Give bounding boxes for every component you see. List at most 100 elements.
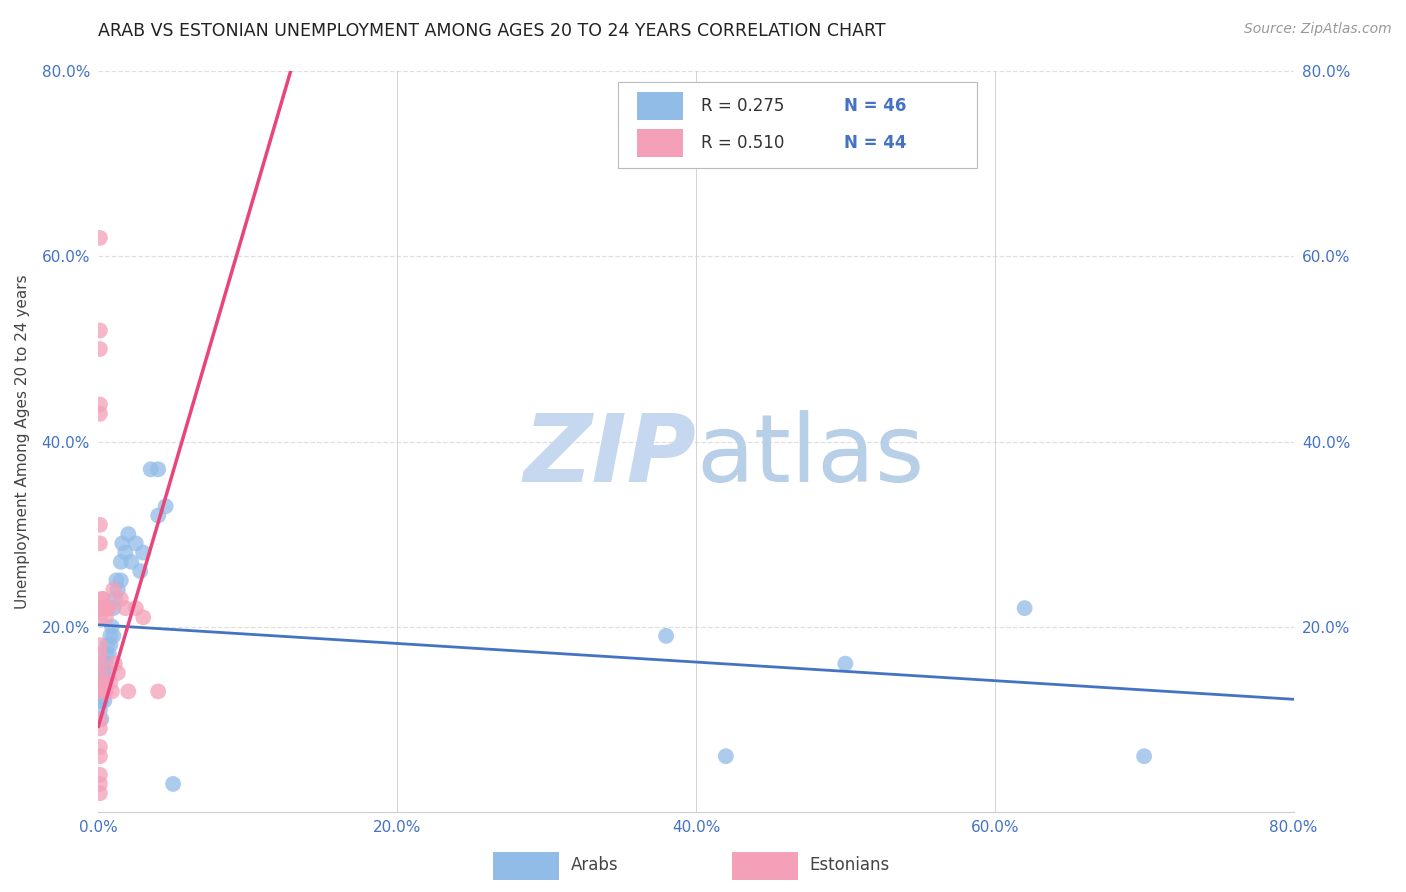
Point [89,767,111,781]
Point [89,786,111,800]
Point [90,665,112,680]
Point [104,591,127,606]
Text: Arabs: Arabs [571,856,619,874]
Point [117,684,139,698]
Point [107,582,129,597]
Text: N = 44: N = 44 [844,134,907,153]
Point [97,648,120,662]
Point [89,657,111,671]
Point [103,582,125,597]
Point [94,675,117,690]
Bar [619,82,977,168]
Point [89,694,111,708]
Point [132,545,155,560]
Point [89,517,111,532]
Point [90,694,112,708]
Point [1014,601,1036,615]
Text: N = 46: N = 46 [844,97,907,115]
Point [1133,749,1156,764]
Point [89,536,111,550]
Bar [733,852,797,880]
Point [100,629,122,643]
Point [89,610,111,624]
Point [89,342,111,356]
Point [129,564,152,578]
Point [114,601,136,615]
Point [94,601,117,615]
Point [655,629,678,643]
Bar [637,129,683,157]
Point [91,665,114,680]
Text: R = 0.510: R = 0.510 [700,134,785,153]
Point [89,324,111,338]
Point [120,555,142,569]
Point [89,749,111,764]
Point [89,231,111,245]
Point [96,638,118,652]
Point [89,703,111,717]
Point [91,657,114,671]
Point [90,712,112,726]
Point [714,749,737,764]
Point [155,500,177,514]
Point [132,610,155,624]
Point [89,407,111,421]
Point [100,638,122,652]
Point [90,684,112,698]
Point [91,684,114,698]
Point [97,601,120,615]
Point [101,684,124,698]
Point [105,574,128,588]
Point [104,657,127,671]
Point [93,694,115,708]
Point [103,629,125,643]
Point [125,601,148,615]
Point [89,675,111,690]
Point [94,610,117,624]
Point [103,601,125,615]
Text: ARAB VS ESTONIAN UNEMPLOYMENT AMONG AGES 20 TO 24 YEARS CORRELATION CHART: ARAB VS ESTONIAN UNEMPLOYMENT AMONG AGES… [98,22,886,40]
Point [89,601,111,615]
Point [89,684,111,698]
Text: R = 0.275: R = 0.275 [700,97,785,115]
Text: ZIP: ZIP [523,410,696,502]
Point [91,675,114,690]
Point [139,462,162,476]
Point [94,657,117,671]
Point [90,591,112,606]
Point [89,648,111,662]
Point [89,722,111,736]
Point [96,665,118,680]
Point [110,555,132,569]
Text: Estonians: Estonians [810,856,890,874]
Point [89,675,111,690]
Point [110,574,132,588]
Point [96,601,118,615]
Point [90,665,112,680]
Point [111,536,134,550]
Point [100,675,122,690]
Point [148,508,170,523]
Point [93,675,115,690]
Point [89,397,111,411]
Point [90,684,112,698]
Point [90,601,112,615]
Bar [637,92,683,120]
Point [89,638,111,652]
Point [94,684,117,698]
Point [89,739,111,754]
Text: atlas: atlas [696,410,924,502]
Point [91,591,114,606]
Y-axis label: Unemployment Among Ages 20 to 24 years: Unemployment Among Ages 20 to 24 years [15,274,31,609]
Point [93,601,115,615]
Point [94,648,117,662]
Point [148,462,170,476]
Point [93,684,115,698]
Point [114,545,136,560]
Text: Source: ZipAtlas.com: Source: ZipAtlas.com [1244,22,1392,37]
Bar [494,852,558,880]
Point [89,712,111,726]
Point [162,777,184,791]
Point [834,657,856,671]
Point [117,527,139,541]
